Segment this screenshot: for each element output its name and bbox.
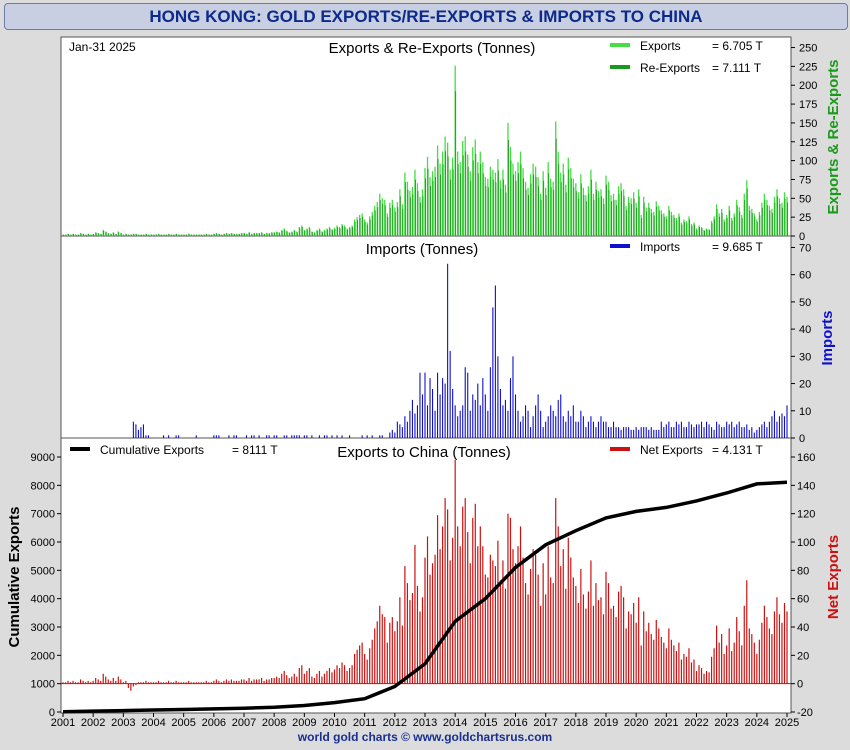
axes: 0255075100125150175200225250010203040506… [31, 43, 818, 729]
imports-ytick-label: 60 [799, 270, 811, 282]
legend-net-swatch [610, 447, 630, 451]
net-exports-axis-title: Net Exports [825, 535, 842, 619]
imports-ytick-label: 0 [799, 433, 805, 445]
net-ytick-label: 120 [797, 509, 815, 521]
x-tick-label: 2017 [533, 717, 557, 729]
x-tick-label: 2009 [292, 717, 316, 729]
x-tick-label: 2003 [111, 717, 135, 729]
legend-cumulative-value: = 8111 T [232, 443, 278, 457]
x-tick-label: 2008 [262, 717, 286, 729]
exports-axis-title: Exports & Re-Exports [825, 59, 842, 214]
legend-exports-swatch [610, 43, 630, 47]
cumulative-ytick-label: 7000 [31, 509, 55, 521]
net-ytick-label: 100 [797, 537, 815, 549]
cumulative-ytick-label: 6000 [31, 537, 55, 549]
imports-ytick-label: 70 [799, 242, 811, 254]
footer-credit: world gold charts © www.goldchartsrus.co… [297, 730, 553, 744]
china-panel-title: Exports to China (Tonnes) [337, 444, 510, 461]
x-tick-label: 2014 [443, 717, 467, 729]
exports-ytick-label: 175 [799, 99, 817, 111]
cumulative-axis-title: Cumulative Exports [6, 507, 23, 648]
legend-imports-swatch [610, 244, 630, 248]
cumulative-exports-line [62, 480, 788, 714]
legend-reexports-swatch [610, 65, 630, 69]
cumulative-ytick-label: 1000 [31, 679, 55, 691]
legend-imports-value: = 9.685 T [712, 240, 763, 254]
legend-reexports-value: = 7.111 T [712, 61, 762, 75]
exports-ytick-label: 150 [799, 118, 817, 130]
legend-net-value: = 4.131 T [712, 443, 763, 457]
imports-ytick-label: 50 [799, 297, 811, 309]
imports-axis-title: Imports [819, 310, 836, 365]
x-tick-label: 2007 [232, 717, 256, 729]
net-export-bars [61, 459, 791, 691]
net-ytick-label: -20 [797, 707, 813, 719]
net-ytick-label: 20 [797, 650, 809, 662]
exports-ytick-label: 50 [799, 193, 811, 205]
x-tick-label: 2002 [81, 717, 105, 729]
x-tick-label: 2016 [503, 717, 527, 729]
legend-exports-value: = 6.705 T [712, 39, 763, 53]
cumulative-ytick-label: 0 [49, 707, 55, 719]
cumulative-ytick-label: 5000 [31, 565, 55, 577]
net-ytick-label: 0 [797, 679, 803, 691]
net-ytick-label: 60 [797, 594, 809, 606]
imports-panel-title: Imports (Tonnes) [366, 241, 479, 258]
net-ytick-label: 140 [797, 480, 815, 492]
legend-cumulative-label: Cumulative Exports [100, 443, 204, 457]
exports-ytick-label: 225 [799, 61, 817, 73]
imports-ytick-label: 10 [799, 406, 811, 418]
imports-ytick-label: 40 [799, 324, 811, 336]
exports-ytick-label: 75 [799, 174, 811, 186]
date-label: Jan-31 2025 [69, 40, 136, 54]
legend-exports-label: Exports [640, 39, 681, 53]
imports-ytick-label: 20 [799, 379, 811, 391]
x-tick-label: 2022 [684, 717, 708, 729]
x-tick-label: 2013 [413, 717, 437, 729]
x-tick-label: 2006 [202, 717, 226, 729]
cumulative-ytick-label: 4000 [31, 594, 55, 606]
exports-panel [60, 36, 792, 237]
legend-net-label: Net Exports [640, 443, 703, 457]
legend-cumulative-swatch [70, 447, 90, 451]
x-tick-label: 2004 [141, 717, 165, 729]
exports-ytick-label: 200 [799, 80, 817, 92]
exports-ytick-label: 250 [799, 43, 817, 55]
exports-bars [62, 65, 788, 236]
x-tick-label: 2018 [564, 717, 588, 729]
x-tick-label: 2019 [594, 717, 618, 729]
exports-ytick-label: 100 [799, 156, 817, 168]
net-ytick-label: 40 [797, 622, 809, 634]
exports-ytick-label: 125 [799, 137, 817, 149]
x-tick-label: 2012 [383, 717, 407, 729]
cumulative-ytick-label: 9000 [31, 452, 55, 464]
x-tick-label: 2015 [473, 717, 497, 729]
imports-ytick-label: 30 [799, 351, 811, 363]
x-tick-label: 2005 [171, 717, 195, 729]
cumulative-ytick-label: 8000 [31, 480, 55, 492]
chart-title: HONG KONG: GOLD EXPORTS/RE-EXPORTS & IMP… [4, 3, 848, 30]
x-tick-label: 2020 [624, 717, 648, 729]
x-tick-label: 2025 [775, 717, 799, 729]
x-tick-label: 2011 [353, 717, 377, 729]
exports-ytick-label: 0 [799, 231, 805, 243]
x-tick-label: 2010 [322, 717, 346, 729]
cumulative-ytick-label: 3000 [31, 622, 55, 634]
x-tick-label: 2001 [51, 717, 75, 729]
legend-reexports-label: Re-Exports [640, 61, 700, 75]
cumulative-ytick-label: 2000 [31, 650, 55, 662]
exports-panel-title: Exports & Re-Exports (Tonnes) [329, 40, 536, 57]
exports-ytick-label: 25 [799, 212, 811, 224]
net-ytick-label: 80 [797, 565, 809, 577]
imports-bars [132, 263, 788, 438]
legend-imports-label: Imports [640, 240, 680, 254]
net-ytick-label: 160 [797, 452, 815, 464]
x-tick-label: 2024 [745, 717, 769, 729]
x-tick-label: 2023 [714, 717, 738, 729]
imports-panel [60, 235, 792, 439]
x-tick-label: 2021 [654, 717, 678, 729]
